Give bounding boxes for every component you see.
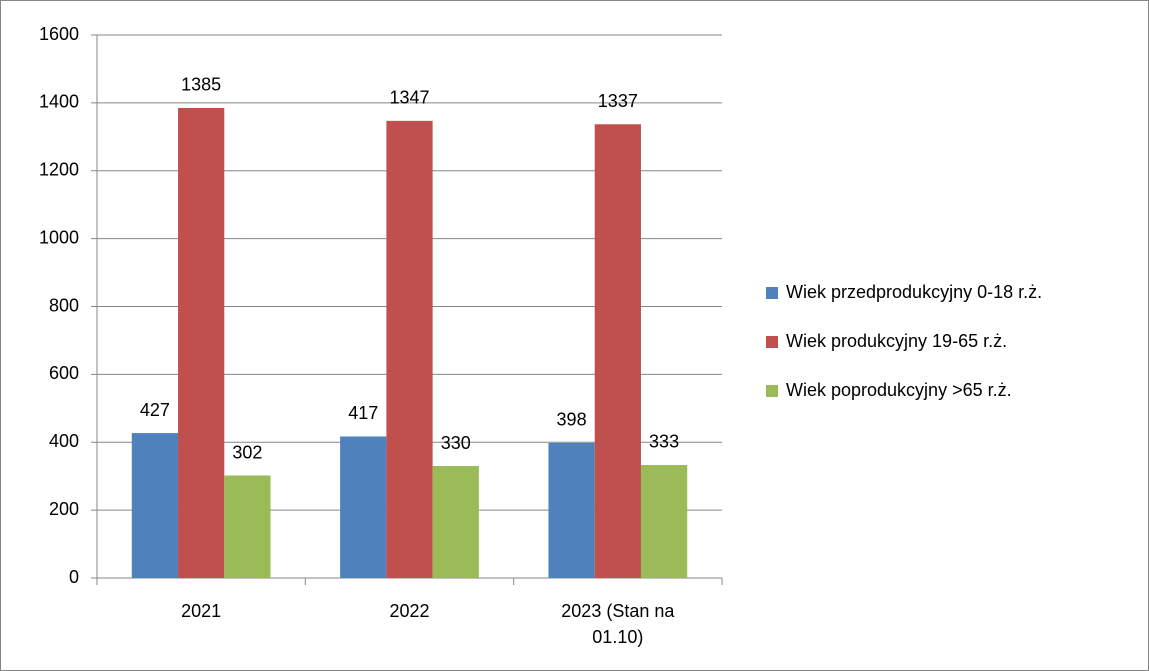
- y-tick-label: 600: [49, 363, 79, 383]
- y-tick-label: 1600: [39, 24, 79, 44]
- legend-label: Wiek poprodukcyjny >65 r.ż.: [786, 380, 1012, 400]
- bar: [224, 475, 271, 578]
- legend-swatch: [766, 385, 778, 397]
- legend-label: Wiek produkcyjny 19-65 r.ż.: [786, 331, 1007, 351]
- x-tick-label: 2023 (Stan na 01.10): [561, 601, 675, 647]
- legend-label: Wiek przedprodukcyjny 0-18 r.ż.: [786, 282, 1042, 302]
- bar: [131, 433, 179, 578]
- legend-swatch: [766, 336, 778, 348]
- data-label: 1337: [598, 91, 638, 111]
- bar: [340, 436, 387, 578]
- y-tick-label: 1200: [39, 160, 79, 180]
- bar: [548, 442, 595, 578]
- data-label: 427: [140, 400, 170, 420]
- y-tick-label: 400: [49, 431, 79, 451]
- bar: [386, 120, 433, 578]
- data-label: 330: [441, 433, 471, 453]
- bar: [432, 466, 479, 578]
- y-tick-label: 1000: [39, 227, 79, 247]
- data-label: 1385: [181, 75, 221, 95]
- bar: [594, 124, 641, 579]
- bar: [640, 464, 688, 578]
- bar: [178, 107, 225, 578]
- y-tick-label: 200: [49, 499, 79, 519]
- data-label: 302: [232, 442, 262, 462]
- data-label: 1347: [389, 88, 429, 108]
- data-label: 398: [557, 410, 587, 430]
- y-tick-label: 1400: [39, 92, 79, 112]
- y-tick-label: 800: [49, 295, 79, 315]
- data-label: 417: [348, 403, 378, 423]
- x-tick-label: 2022: [389, 601, 430, 621]
- data-label: 333: [649, 432, 679, 452]
- y-tick-label: 0: [69, 567, 79, 587]
- legend-swatch: [766, 287, 778, 299]
- x-tick-label: 2021: [181, 601, 222, 621]
